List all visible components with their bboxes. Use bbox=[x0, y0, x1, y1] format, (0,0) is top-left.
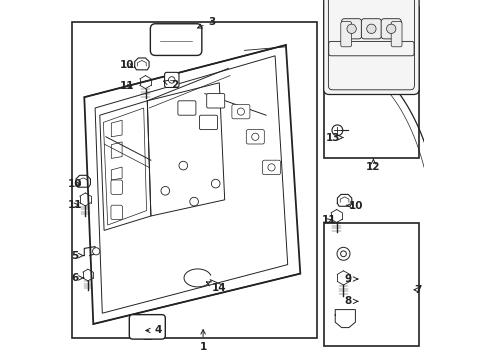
Text: 3: 3 bbox=[197, 17, 215, 28]
FancyBboxPatch shape bbox=[150, 24, 202, 55]
Circle shape bbox=[251, 133, 258, 140]
Text: 10: 10 bbox=[67, 179, 81, 189]
FancyBboxPatch shape bbox=[323, 0, 418, 94]
Circle shape bbox=[168, 77, 175, 83]
Text: 11: 11 bbox=[67, 200, 81, 210]
Text: 9: 9 bbox=[344, 274, 357, 284]
Text: 13: 13 bbox=[325, 132, 342, 143]
FancyBboxPatch shape bbox=[111, 180, 122, 194]
Text: 12: 12 bbox=[366, 159, 380, 172]
Text: 14: 14 bbox=[206, 282, 226, 293]
Text: 5: 5 bbox=[71, 251, 83, 261]
FancyBboxPatch shape bbox=[328, 41, 413, 56]
FancyBboxPatch shape bbox=[231, 104, 249, 119]
Text: 8: 8 bbox=[344, 296, 357, 306]
FancyBboxPatch shape bbox=[390, 22, 401, 47]
Circle shape bbox=[179, 161, 187, 170]
Circle shape bbox=[237, 108, 244, 115]
Circle shape bbox=[346, 24, 356, 33]
Circle shape bbox=[340, 251, 346, 257]
Text: 4: 4 bbox=[145, 325, 162, 336]
FancyBboxPatch shape bbox=[129, 315, 165, 339]
Circle shape bbox=[189, 197, 198, 206]
Text: 1: 1 bbox=[199, 330, 206, 352]
FancyBboxPatch shape bbox=[246, 130, 264, 144]
FancyBboxPatch shape bbox=[340, 22, 351, 47]
FancyBboxPatch shape bbox=[328, 0, 413, 90]
Circle shape bbox=[92, 248, 100, 255]
FancyBboxPatch shape bbox=[361, 19, 381, 39]
Bar bbox=[323, 223, 418, 346]
FancyBboxPatch shape bbox=[262, 160, 280, 175]
FancyBboxPatch shape bbox=[178, 101, 196, 115]
FancyBboxPatch shape bbox=[111, 205, 122, 220]
Text: 10: 10 bbox=[346, 201, 363, 211]
Bar bbox=[72, 22, 316, 338]
Circle shape bbox=[336, 247, 349, 260]
Circle shape bbox=[366, 24, 375, 33]
Text: 7: 7 bbox=[413, 285, 421, 295]
Circle shape bbox=[211, 179, 220, 188]
FancyBboxPatch shape bbox=[206, 94, 224, 108]
FancyBboxPatch shape bbox=[199, 115, 217, 130]
Circle shape bbox=[386, 24, 395, 33]
Text: 6: 6 bbox=[71, 273, 83, 283]
Bar bbox=[323, 7, 418, 158]
Circle shape bbox=[267, 164, 275, 171]
Text: 11: 11 bbox=[120, 81, 135, 91]
FancyBboxPatch shape bbox=[164, 72, 179, 87]
FancyBboxPatch shape bbox=[380, 19, 401, 39]
Circle shape bbox=[161, 186, 169, 195]
Circle shape bbox=[331, 125, 342, 136]
Text: 11: 11 bbox=[322, 215, 336, 225]
Text: 10: 10 bbox=[120, 60, 135, 70]
Text: 2: 2 bbox=[163, 80, 178, 90]
FancyBboxPatch shape bbox=[341, 19, 361, 39]
